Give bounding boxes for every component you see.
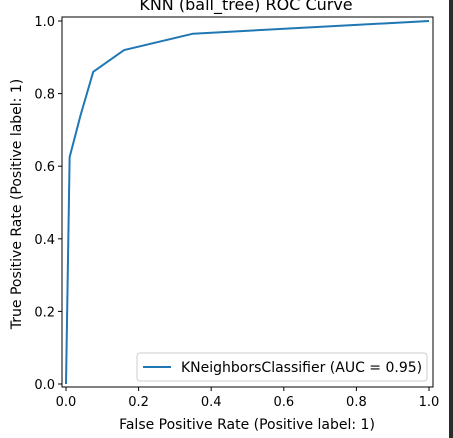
x-tick-label: 0.6 [273,395,294,410]
y-tick-label: 0.2 [34,305,55,320]
window-edge [449,0,453,438]
series-layer [66,21,429,384]
y-axis-ticks: 0.0 0.2 0.4 0.6 0.8 1.0 [34,15,62,393]
legend-label: KNeighborsClassifier (AUC = 0.95) [181,360,422,376]
y-axis-label: True Positive Rate (Positive label: 1) [9,79,25,330]
y-tick-label: 0.4 [34,233,55,248]
x-axis-label: False Positive Rate (Positive label: 1) [119,417,375,433]
x-tick-label: 0.2 [128,395,149,410]
x-tick-label: 0.8 [346,395,367,410]
y-tick-label: 0.8 [34,88,55,103]
y-tick-label: 1.0 [34,15,55,30]
chart-title: KNN (ball_tree) ROC Curve [139,0,352,15]
y-tick-label: 0.0 [34,378,55,393]
legend: KNeighborsClassifier (AUC = 0.95) [137,353,427,381]
x-tick-label: 1.0 [419,395,440,410]
plot-area-frame [62,17,433,387]
x-tick-label: 0.0 [56,395,77,410]
x-axis-ticks: 0.0 0.2 0.4 0.6 0.8 1.0 [56,387,440,410]
x-tick-label: 0.4 [201,395,222,410]
roc-curve-line [66,21,429,384]
y-tick-label: 0.6 [34,160,55,175]
